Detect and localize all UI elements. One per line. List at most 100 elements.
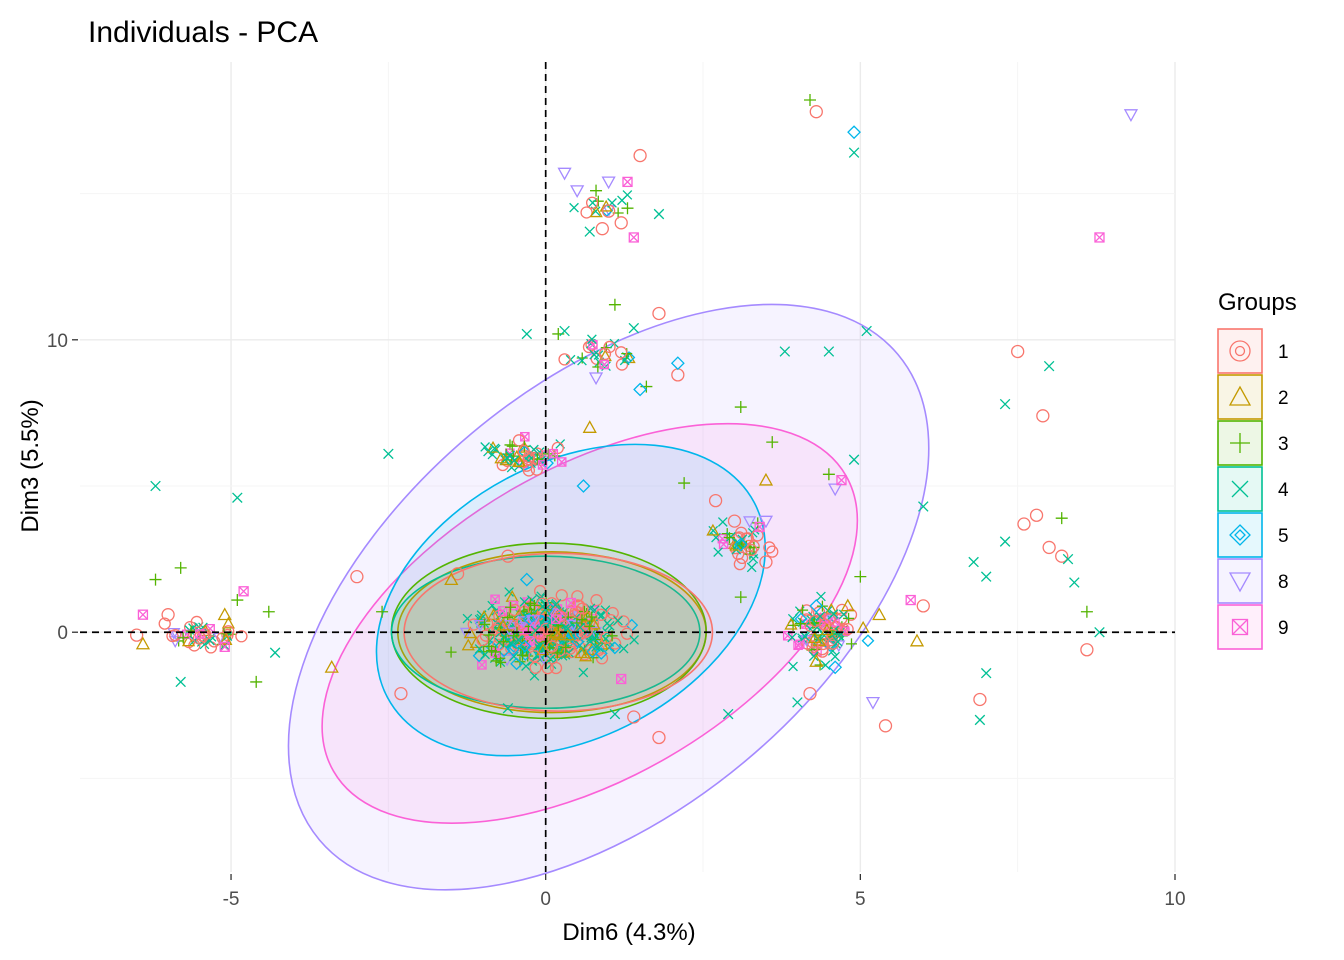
cluster-point-3: [843, 612, 855, 624]
point-group-1: [878, 719, 893, 733]
y-tick-label: 0: [57, 623, 68, 644]
point-group-2: [217, 607, 232, 621]
cluster-point-1-outer: [580, 206, 593, 219]
point-group-3: [804, 94, 816, 107]
point-group-1: [350, 570, 364, 584]
point-group-9: [622, 176, 633, 188]
cluster-point-9-cross: [490, 594, 500, 604]
series-9: [137, 176, 1105, 685]
legend-marker-1: [1229, 340, 1251, 362]
point-group-1-outer: [1042, 540, 1056, 555]
point-group-3: [766, 436, 779, 449]
point-group-1: [394, 686, 408, 701]
point-group-1-outer: [708, 493, 723, 508]
point-group-4: [175, 676, 186, 688]
cluster-point-2: [496, 618, 510, 631]
cluster-point-1: [522, 450, 536, 464]
cluster-point-9: [497, 606, 508, 616]
cluster-point-3: [586, 611, 598, 623]
cluster-point-1: [841, 622, 854, 636]
cluster-point-9-box: [795, 639, 805, 650]
point-group-4: [150, 480, 161, 492]
cluster-point-3: [479, 618, 491, 630]
point-group-1-outer: [878, 719, 893, 733]
point-group-5-outer: [576, 479, 591, 493]
legend-label-2: 2: [1278, 388, 1289, 409]
cluster-point-3: [528, 599, 540, 611]
cluster-point-4: [746, 562, 757, 573]
point-group-2: [758, 472, 774, 486]
legend-marker-2: [1228, 385, 1252, 406]
point-group-5-outer: [633, 382, 648, 397]
cluster-point-9-cross: [520, 432, 530, 442]
point-group-9-cross: [565, 598, 576, 608]
point-group-4: [383, 448, 394, 460]
point-group-4: [848, 454, 860, 465]
cluster-point-9: [599, 359, 609, 370]
point-group-4: [999, 536, 1011, 547]
cluster-point-1-outer: [594, 608, 608, 621]
point-group-9-box: [1094, 232, 1105, 243]
point-group-1: [1011, 344, 1025, 359]
legend-key-2: [1217, 374, 1263, 420]
legend-item-1: 1: [1217, 328, 1289, 374]
point-group-8: [570, 185, 585, 199]
cluster-point-3: [794, 618, 806, 630]
cluster-point-3: [445, 646, 457, 658]
cluster-point-4: [480, 649, 490, 660]
point-group-4: [823, 346, 835, 357]
cluster-point-4: [577, 355, 587, 366]
cluster-point-4: [494, 637, 505, 648]
cluster-point-1: [580, 206, 593, 219]
cluster-point-1-outer: [603, 340, 616, 354]
cluster-point-2: [536, 643, 550, 656]
point-group-4: [792, 697, 803, 708]
cluster-point-9-box: [477, 660, 487, 670]
point-group-3: [590, 184, 603, 197]
cluster-point-4: [502, 452, 512, 463]
point-group-5: [670, 356, 685, 371]
cluster-point-4: [806, 615, 817, 625]
cluster-point-1-outer: [745, 543, 758, 557]
reference-lines: [80, 62, 1175, 872]
point-group-2: [324, 659, 339, 673]
cluster-point-9-cross: [719, 539, 729, 549]
cluster-point-4: [820, 660, 831, 671]
legend-item-5: 5: [1217, 512, 1289, 558]
cluster-point-3: [490, 646, 502, 658]
cluster-point-1-outer: [549, 661, 563, 675]
cluster-point-4: [600, 605, 611, 615]
cluster-point-3: [490, 655, 502, 667]
cluster-point-9-cross: [548, 449, 558, 459]
point-group-4: [980, 571, 992, 582]
point-group-1: [973, 692, 987, 707]
cluster-point-1: [529, 661, 542, 674]
legend-label-5: 5: [1278, 526, 1289, 547]
cluster-point-5: [510, 657, 523, 671]
cluster-point-1: [590, 594, 603, 607]
cluster-point-1: [818, 618, 832, 631]
cluster-point-1: [823, 622, 836, 635]
cluster-point-1: [806, 640, 819, 654]
cluster-point-3: [522, 650, 534, 662]
point-group-9-cross: [137, 609, 148, 620]
point-group-4: [521, 328, 533, 340]
cluster-point-1: [606, 606, 619, 620]
cluster-point-3: [797, 604, 809, 616]
point-group-3: [376, 605, 389, 618]
point-group-8: [588, 372, 604, 386]
cluster-point-1: [476, 633, 489, 647]
point-group-1-outer: [652, 730, 666, 745]
cluster-point-2: [574, 646, 588, 659]
point-group-3: [734, 591, 747, 604]
cluster-point-4: [587, 197, 598, 208]
confidence-ellipses: [287, 303, 930, 891]
cluster-point-1: [536, 597, 549, 610]
point-group-3: [262, 605, 275, 618]
point-group-4: [848, 147, 860, 158]
cluster-point-9-box: [497, 606, 508, 616]
point-group-9-box: [754, 521, 765, 533]
cluster-point-4: [535, 640, 546, 651]
cluster-point-4: [540, 604, 551, 615]
point-group-1: [595, 222, 609, 236]
